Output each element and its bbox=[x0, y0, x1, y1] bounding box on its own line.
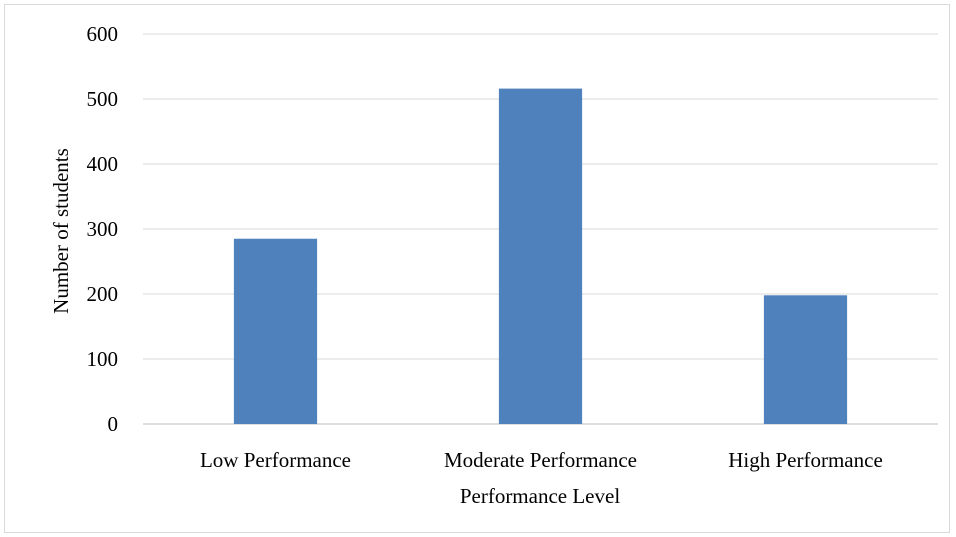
bar-low-performance bbox=[233, 238, 318, 424]
y-tick-label: 600 bbox=[87, 22, 119, 46]
y-tick-label: 300 bbox=[87, 217, 119, 241]
bars bbox=[233, 88, 848, 424]
x-axis-label: Performance Level bbox=[460, 484, 620, 508]
x-tick-label: Low Performance bbox=[200, 448, 351, 472]
y-tick-label: 100 bbox=[87, 347, 119, 371]
x-tick-label: Moderate Performance bbox=[444, 448, 637, 472]
x-tick-label: High Performance bbox=[728, 448, 883, 472]
bar-moderate-performance bbox=[498, 88, 583, 424]
bar-high-performance bbox=[763, 295, 848, 424]
x-axis-ticks: Low Performance Moderate Performance High … bbox=[200, 448, 883, 472]
y-tick-label: 400 bbox=[87, 152, 119, 176]
chart-frame bbox=[4, 4, 950, 533]
y-tick-label: 200 bbox=[87, 282, 119, 306]
y-tick-label: 500 bbox=[87, 87, 119, 111]
y-tick-label: 0 bbox=[108, 412, 119, 436]
y-axis-ticks: 0 100 200 300 400 500 600 bbox=[87, 22, 119, 436]
y-axis-label: Number of students bbox=[49, 148, 73, 314]
